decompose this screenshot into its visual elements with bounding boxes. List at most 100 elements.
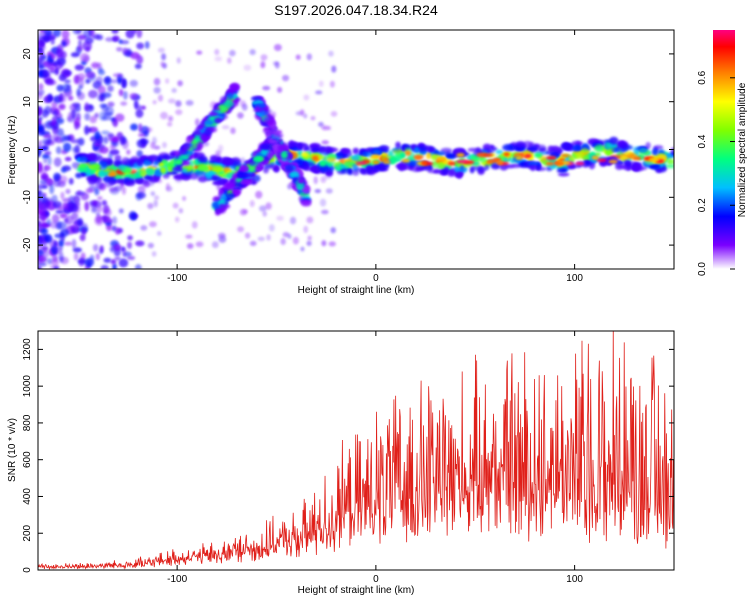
spectrogram-cell bbox=[38, 44, 46, 52]
spectrogram-cell bbox=[185, 234, 193, 239]
spectrogram-cell bbox=[484, 164, 490, 171]
spectrogram-cell bbox=[191, 140, 198, 149]
spectrogram-cell bbox=[250, 179, 257, 186]
spectrogram-cell bbox=[127, 235, 133, 241]
spectrogram-cell bbox=[72, 195, 81, 204]
spectrogram-cell bbox=[477, 166, 487, 172]
spectrogram-cell bbox=[77, 44, 84, 51]
spectrogram-cell bbox=[214, 48, 220, 56]
spectrogram-cell bbox=[108, 179, 116, 186]
spectrogram-cell bbox=[620, 144, 630, 149]
spectrogram-cell bbox=[318, 146, 326, 152]
spectrogram-cell bbox=[310, 166, 318, 172]
spectrogram-cell bbox=[74, 64, 85, 71]
spectrogram-cell bbox=[110, 79, 119, 84]
spectrogram-cell bbox=[266, 234, 271, 241]
spectrogram-cell bbox=[38, 215, 43, 220]
spectrogram-cell bbox=[372, 160, 380, 164]
spectrogram-y-tick-label: 10 bbox=[22, 96, 33, 108]
spectrogram-cell bbox=[146, 127, 153, 133]
spectrogram-cell bbox=[318, 121, 324, 127]
spectrogram-cell bbox=[152, 100, 157, 105]
spectrogram-cell bbox=[51, 133, 60, 142]
spectrogram-cell bbox=[137, 192, 147, 199]
spectrogram-cell bbox=[267, 164, 275, 169]
spectrogram-cell bbox=[117, 165, 126, 172]
spectrogram-cell bbox=[39, 178, 49, 185]
spectrogram-cell bbox=[147, 155, 157, 161]
spectrogram-cell bbox=[175, 109, 183, 116]
spectrogram-cell bbox=[69, 104, 77, 111]
spectrogram-cell bbox=[95, 215, 102, 224]
spectrogram-cell bbox=[482, 153, 494, 157]
spectrogram-cell bbox=[351, 155, 360, 162]
spectrogram-cell bbox=[55, 49, 64, 58]
spectrogram-cell bbox=[72, 30, 83, 35]
spectrogram-cell bbox=[667, 157, 673, 164]
spectrogram-cell bbox=[372, 149, 382, 155]
spectrogram-cell bbox=[218, 144, 224, 152]
spectrogram-cell bbox=[130, 123, 138, 131]
spectrogram-cell bbox=[392, 149, 404, 154]
spectrogram-cell bbox=[51, 214, 60, 223]
spectrogram-cell bbox=[45, 77, 55, 86]
spectrogram-cell bbox=[41, 197, 49, 203]
spectrogram-cell bbox=[174, 160, 183, 165]
spectrogram-cell bbox=[89, 163, 101, 170]
spectrogram-cell bbox=[208, 111, 218, 117]
spectrogram-cell bbox=[47, 93, 53, 103]
spectrogram-cell bbox=[195, 170, 206, 177]
spectrogram-cell bbox=[79, 156, 88, 163]
colorbar-tick-label: 0.6 bbox=[697, 70, 708, 84]
spectrogram-cell bbox=[134, 63, 142, 70]
spectrogram-cell bbox=[319, 161, 327, 167]
spectrogram-cell bbox=[426, 152, 432, 160]
spectrogram-cell bbox=[584, 160, 592, 166]
spectrogram-cell bbox=[303, 225, 309, 234]
spectrogram-cell bbox=[524, 154, 532, 158]
spectrogram-cell bbox=[60, 167, 67, 173]
spectrogram-cell bbox=[260, 150, 270, 155]
spectrogram-cell bbox=[100, 264, 109, 269]
spectrogram-cell bbox=[77, 190, 82, 196]
spectrogram-cell bbox=[414, 156, 422, 160]
spectrogram-cell bbox=[196, 50, 203, 55]
spectrogram-cell bbox=[165, 182, 170, 191]
spectrogram-cell bbox=[153, 86, 161, 94]
spectrogram-cell bbox=[666, 163, 674, 169]
spectrogram-cell bbox=[441, 166, 450, 175]
spectrogram-cell bbox=[114, 256, 121, 261]
spectrogram-cell bbox=[98, 69, 106, 76]
spectrogram-cell bbox=[144, 41, 150, 49]
spectrogram-cell bbox=[541, 155, 547, 163]
colorbar-tick-label: 0.2 bbox=[697, 198, 708, 212]
spectrogram-cell bbox=[195, 241, 204, 248]
spectrogram-cell bbox=[137, 185, 146, 194]
spectrogram-cell bbox=[168, 98, 176, 104]
spectrogram-cell bbox=[313, 176, 318, 185]
spectrogram-cell bbox=[60, 256, 69, 265]
spectrogram-cell bbox=[76, 217, 84, 228]
spectrogram-cell bbox=[101, 200, 108, 206]
spectrogram-cell bbox=[97, 170, 106, 178]
spectrogram-cell bbox=[326, 156, 336, 163]
spectrogram-cell bbox=[103, 111, 113, 117]
spectrogram-cell bbox=[237, 226, 245, 233]
spectrogram-cell bbox=[545, 161, 555, 166]
spectrogram-cell bbox=[194, 118, 200, 127]
spectrogram-cell bbox=[178, 155, 190, 160]
spectrogram-cell bbox=[280, 238, 286, 246]
spectrogram-cell bbox=[325, 188, 333, 194]
spectrogram-cell bbox=[55, 209, 64, 214]
spectrogram-cell bbox=[71, 238, 77, 249]
spectrogram-cell bbox=[289, 143, 302, 148]
spectrogram-cell bbox=[84, 112, 91, 121]
spectrogram-cell bbox=[575, 161, 585, 166]
spectrogram-cell bbox=[51, 118, 57, 127]
spectrogram-cell bbox=[160, 111, 168, 120]
spectrogram-cell bbox=[486, 160, 494, 165]
spectrogram-cell bbox=[351, 163, 359, 171]
spectrogram-cell bbox=[38, 167, 45, 174]
spectrogram-cell bbox=[107, 133, 115, 139]
